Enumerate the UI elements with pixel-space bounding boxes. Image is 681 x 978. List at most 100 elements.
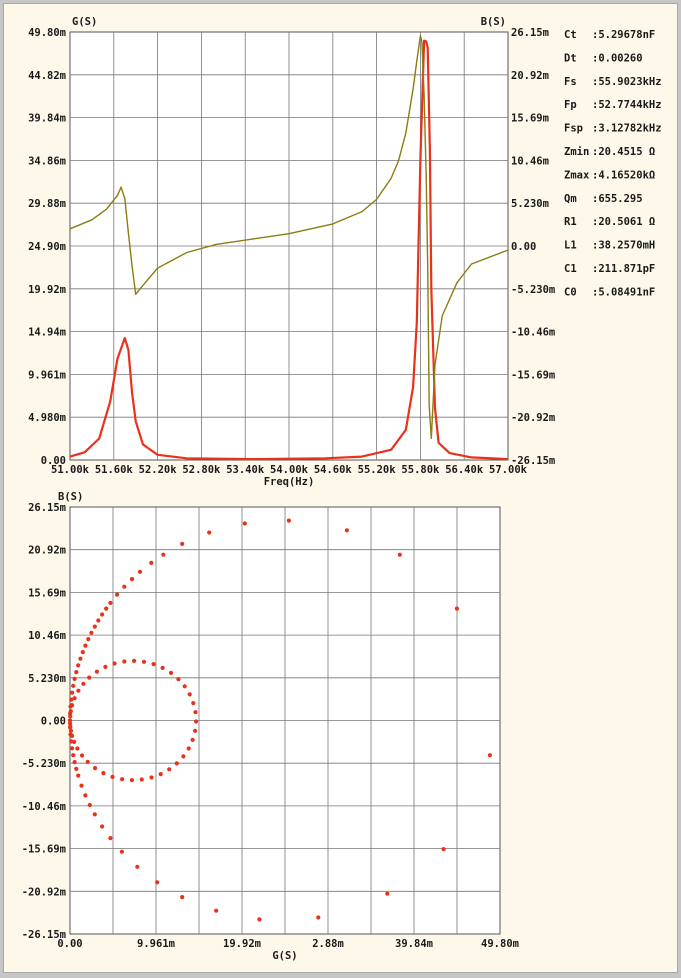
admittance-point-inner-circle — [149, 775, 154, 780]
top-x-tick-label: 52.80k — [182, 464, 221, 476]
admittance-point-inner-circle — [68, 728, 74, 733]
bottom-x-tick-label: 39.84m — [395, 938, 433, 950]
admittance-point-inner-circle — [186, 746, 191, 751]
param-value-zmin: :20.4515 Ω — [592, 146, 655, 158]
admittance-point-outer-circle — [180, 541, 185, 547]
admittance-point-outer-circle — [96, 618, 101, 623]
param-value-fp: :52.7744kHz — [592, 99, 662, 111]
admittance-point-outer-circle — [180, 895, 185, 900]
admittance-point-outer-circle — [161, 552, 166, 557]
admittance-point-outer-circle — [70, 690, 75, 695]
bottom-y-tick-label: 26.15m — [28, 502, 66, 514]
admittance-point-outer-circle — [104, 606, 109, 611]
admittance-point-outer-circle — [68, 711, 73, 716]
param-value-c1: :211.871pF — [592, 263, 655, 275]
admittance-point-outer-circle — [214, 908, 219, 913]
admittance-point-outer-circle — [454, 606, 459, 611]
bottom-y-tick-label: -10.46m — [22, 801, 66, 813]
admittance-point-inner-circle — [158, 772, 163, 777]
admittance-point-outer-circle — [100, 824, 105, 829]
admittance-point-outer-circle — [100, 612, 105, 617]
top-left-tick-label: 44.82m — [28, 70, 66, 82]
param-name-fsp: Fsp — [564, 123, 583, 135]
admittance-point-outer-circle — [67, 718, 73, 723]
top-x-tick-label: 57.00k — [489, 464, 528, 476]
top-left-tick-label: 24.90m — [28, 241, 66, 253]
admittance-point-outer-circle — [155, 880, 160, 885]
admittance-point-inner-circle — [81, 681, 86, 686]
bottom-y-tick-label: 15.69m — [28, 587, 66, 599]
admittance-point-inner-circle — [87, 675, 92, 680]
bottom-x-tick-label: 49.80m — [481, 938, 519, 950]
admittance-point-outer-circle — [122, 584, 127, 589]
admittance-point-outer-circle — [119, 849, 124, 854]
admittance-point-outer-circle — [68, 725, 73, 730]
param-name-c1: C1 — [564, 263, 577, 275]
param-value-c0: :5.08491nF — [592, 286, 655, 298]
admittance-point-inner-circle — [139, 777, 144, 782]
top-right-tick-label: -15.69m — [511, 369, 555, 381]
admittance-point-inner-circle — [132, 658, 137, 664]
admittance-point-outer-circle — [397, 552, 402, 557]
top-right-tick-label: 20.92m — [511, 70, 549, 82]
top-x-tick-label: 55.20k — [358, 464, 397, 476]
admittance-point-inner-circle — [75, 746, 80, 751]
admittance-point-inner-circle — [94, 669, 99, 674]
bottom-y-tick-label: -5.230m — [22, 758, 66, 770]
admittance-point-inner-circle — [79, 753, 85, 758]
admittance-point-outer-circle — [86, 637, 91, 642]
bottom-y-tick-label: -20.92m — [22, 886, 66, 898]
param-name-l1: L1 — [564, 240, 577, 252]
param-value-l1: :38.2570mH — [592, 240, 655, 252]
top-right-tick-label: 5.230m — [511, 198, 549, 210]
top-x-tick-label: 52.20k — [139, 464, 178, 476]
top-x-tick-label: 56.40k — [445, 464, 484, 476]
admittance-point-inner-circle — [129, 778, 134, 783]
param-value-dt: :0.00260 — [592, 52, 643, 64]
admittance-point-inner-circle — [103, 664, 108, 670]
admittance-point-inner-circle — [76, 688, 81, 693]
top-left-tick-label: 29.88m — [28, 198, 66, 210]
top-left-tick-label: 9.961m — [28, 369, 66, 381]
top-left-tick-label: 14.94m — [28, 327, 66, 339]
admittance-point-outer-circle — [92, 624, 97, 629]
admittance-point-outer-circle — [76, 773, 81, 778]
admittance-point-outer-circle — [70, 746, 75, 751]
admittance-point-outer-circle — [385, 891, 390, 896]
admittance-point-outer-circle — [108, 836, 113, 841]
admittance-point-outer-circle — [92, 812, 97, 817]
admittance-point-outer-circle — [83, 643, 88, 648]
param-value-zmax: :4.16520kΩ — [592, 169, 655, 181]
param-name-qm: Qm — [564, 193, 577, 205]
admittance-point-inner-circle — [112, 661, 117, 666]
admittance-point-inner-circle — [85, 759, 90, 765]
top-left-tick-label: 0.00 — [41, 455, 66, 467]
analyzer-charts: 49.80m 44.82m 39.84m 34.86m 29.88m 24.90m 19.9… — [22, 16, 662, 962]
top-x-tick-label: 51.00k — [51, 464, 90, 476]
bottom-x-tick-label: 19.92m — [223, 938, 261, 950]
admittance-point-inner-circle — [160, 665, 165, 671]
admittance-point-outer-circle — [487, 753, 492, 758]
param-value-r1: :20.5061 Ω — [592, 216, 655, 228]
admittance-point-outer-circle — [242, 521, 247, 526]
admittance-point-outer-circle — [108, 600, 113, 606]
admittance-point-outer-circle — [135, 864, 140, 869]
admittance-point-outer-circle — [149, 560, 154, 566]
param-value-ct: :5.29678nF — [592, 29, 655, 41]
top-x-tick-label: 54.60k — [314, 464, 353, 476]
admittance-point-outer-circle — [78, 656, 83, 661]
param-name-zmin: Zmin — [564, 146, 589, 158]
param-name-r1: R1 — [564, 216, 577, 228]
admittance-point-inner-circle — [68, 721, 73, 726]
param-name-dt: Dt — [564, 52, 577, 64]
bottom-y-tick-label: 5.230m — [28, 673, 66, 685]
admittance-point-outer-circle — [74, 766, 79, 772]
admittance-point-outer-circle — [137, 569, 143, 574]
bottom-y-axis-title: B(S) — [58, 491, 83, 503]
admittance-point-outer-circle — [69, 739, 74, 744]
admittance-point-outer-circle — [257, 917, 262, 922]
admittance-point-inner-circle — [193, 710, 198, 715]
admittance-point-outer-circle — [87, 802, 92, 808]
bottom-x-tick-label: 0.00 — [57, 938, 82, 950]
conductance-curve — [69, 39, 509, 461]
